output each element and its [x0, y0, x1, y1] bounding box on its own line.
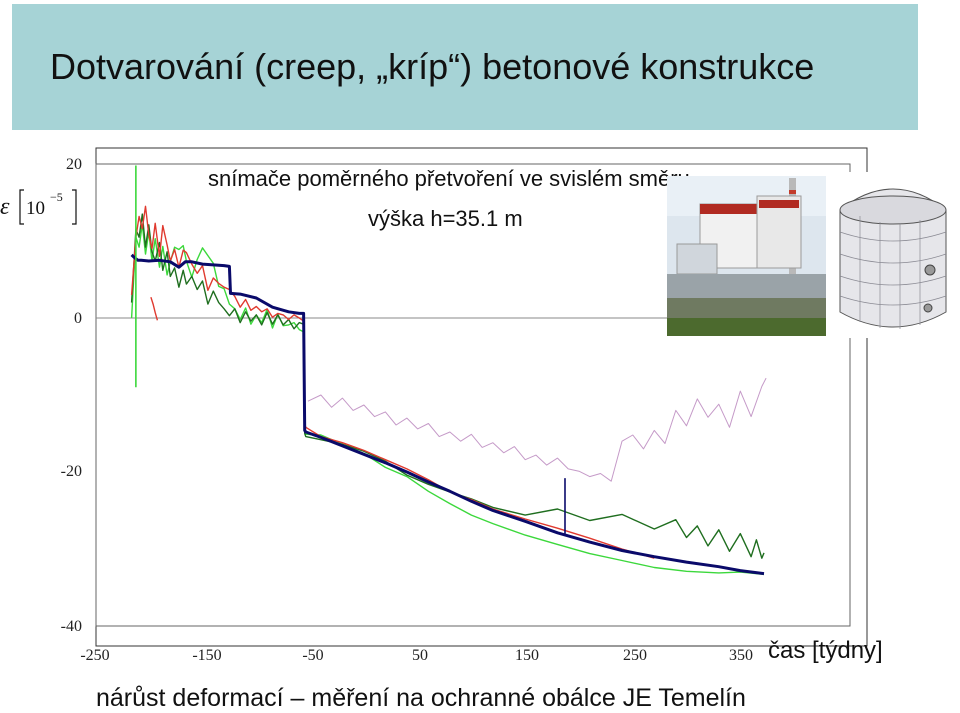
series-line-4 [307, 377, 767, 482]
x-tick-label: -150 [192, 647, 221, 664]
series-line-1 [130, 205, 655, 559]
footnote: nárůst deformací – měření na ochranné ob… [96, 684, 746, 712]
x-axis-label: čas [týdny] [768, 637, 883, 664]
y-axis-bracket-left [19, 189, 24, 225]
power-plant-photo [667, 176, 827, 336]
y-axis-symbol: ε [0, 194, 10, 220]
y-axis-exponent: −5 [50, 190, 63, 204]
x-tick-label: 50 [412, 647, 428, 664]
x-tick-label: 150 [515, 647, 539, 664]
y-axis-unit: 10 [26, 198, 45, 219]
series-line-0 [130, 253, 765, 576]
x-tick-label: 350 [729, 647, 753, 664]
chart-annotation-height: výška h=35.1 m [368, 206, 523, 231]
y-tick-label: 20 [66, 156, 82, 173]
slide-title: Dotvarování (creep, „kríp“) betonové kon… [50, 46, 815, 87]
title-banner: Dotvarování (creep, „kríp“) betonové kon… [12, 4, 918, 130]
containment-model [826, 172, 960, 338]
y-tick-label: -20 [61, 463, 82, 480]
y-axis-label: ε 10 −5 [0, 189, 77, 225]
chart-annotation-sensors: snímače poměrného přetvoření ve svislém … [208, 166, 690, 191]
y-tick-label: 0 [74, 310, 82, 327]
x-tick-label: -50 [302, 647, 323, 664]
x-tick-label: 250 [623, 647, 647, 664]
series-layer [130, 165, 767, 576]
series-line-2 [130, 213, 765, 559]
power-plant-illustration [667, 176, 827, 336]
containment-illustration [839, 188, 947, 329]
series-fragment-0 [150, 296, 159, 321]
y-tick-label: -40 [61, 618, 82, 635]
x-tick-label: -250 [80, 647, 109, 664]
y-axis-bracket-right [72, 189, 77, 225]
